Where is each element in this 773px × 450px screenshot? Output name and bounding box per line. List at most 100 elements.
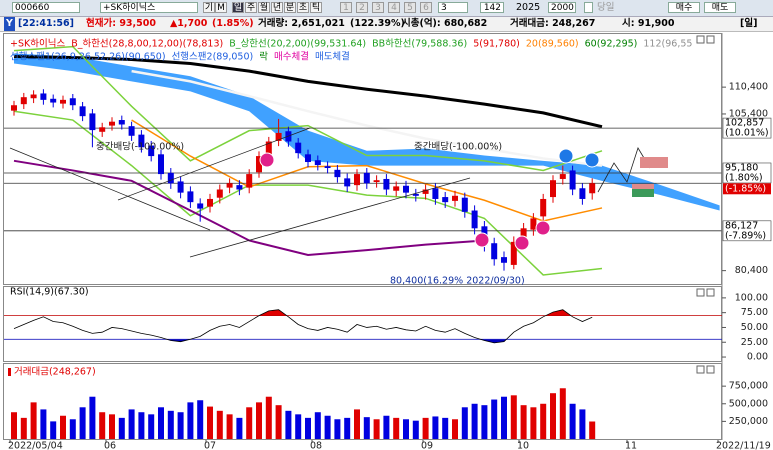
tool-button[interactable]: M: [215, 2, 227, 13]
time: [22:41:56]: [18, 18, 74, 29]
period-button[interactable]: 일: [232, 2, 244, 13]
legend-entry: 락: [259, 51, 268, 63]
volume-bar: [118, 417, 125, 439]
number-button[interactable]: 2: [356, 2, 368, 13]
price-marker-pct: (1.80%): [725, 172, 763, 183]
period-button[interactable]: 초: [297, 2, 309, 13]
volume-bar: [148, 414, 155, 439]
candle-body: [226, 183, 233, 188]
volume-bar: [40, 409, 47, 439]
candle-body: [256, 156, 262, 173]
tool-button[interactable]: 기: [203, 2, 215, 13]
price-marker-box: [722, 162, 772, 184]
volume-bar: [109, 414, 115, 439]
candle-body: [118, 120, 125, 125]
overlay-line: [131, 119, 603, 222]
volume-bar: [461, 407, 468, 439]
volume-pct: (122.39%): [350, 18, 405, 29]
candle-body: [11, 105, 17, 111]
rsi-plot: RSI(14,9)(67.30): [4, 287, 722, 344]
x-tick-label: 07: [204, 441, 216, 450]
legend-entry: +SK하이닉스: [10, 38, 65, 50]
number-button[interactable]: 3: [372, 2, 384, 13]
period-button[interactable]: 월: [258, 2, 270, 13]
number-select[interactable]: 3: [438, 2, 468, 13]
rsi-line: [13, 309, 593, 344]
panel-button[interactable]: [696, 35, 705, 44]
volume-legend: 거래대금(248,267): [14, 367, 96, 378]
zone-box: [632, 189, 654, 197]
volume-bar: [207, 406, 213, 439]
today-checkbox[interactable]: [584, 2, 593, 13]
panel-button[interactable]: [696, 288, 705, 297]
period[interactable]: [일]: [740, 18, 758, 29]
candle-body: [569, 170, 576, 190]
view-input[interactable]: 2000: [548, 2, 576, 13]
panel-button[interactable]: [706, 365, 715, 374]
candle-body: [207, 198, 213, 207]
stock-name[interactable]: +SK하이닉스: [100, 2, 198, 13]
volume-bar: [481, 405, 488, 439]
count-input[interactable]: 142: [480, 2, 504, 13]
candle-body: [344, 178, 351, 187]
volume-bar: [177, 412, 184, 439]
number-button[interactable]: 1: [340, 2, 352, 13]
annotation: 80,400(16.29% 2022/09/30): [390, 276, 525, 287]
number-button[interactable]: 4: [388, 2, 400, 13]
price-marker-pct: (-1.85%): [725, 183, 766, 194]
candle-body: [138, 134, 145, 148]
legend-entry: B_하한선(28,8,00,12,00)(78,813): [71, 38, 223, 50]
y-tick-label: 500,000: [729, 398, 768, 409]
candle-body: [530, 218, 537, 230]
sell-marker: [584, 152, 600, 168]
sell-button[interactable]: 매도: [704, 2, 736, 13]
price-marker-label: 102,857: [725, 118, 764, 129]
volume-bar: [354, 409, 360, 439]
legend-entry: BB하한선(79,588.36): [372, 38, 467, 50]
price-marker-box: [723, 183, 771, 195]
candle-body: [20, 97, 27, 105]
period-button[interactable]: 분: [284, 2, 296, 13]
volume-bar: [256, 402, 262, 439]
panel-button[interactable]: [696, 365, 705, 374]
candle-body: [442, 197, 449, 203]
toolbar: 000660 +SK하이닉스 기 M 일 주 월 년 분 초 틱 1 2 3 4…: [0, 0, 773, 17]
candle-body: [383, 178, 390, 190]
volume-bar: [79, 407, 86, 439]
volume-bar: [373, 419, 380, 439]
volume-bar: [471, 403, 478, 439]
panel-button[interactable]: [706, 288, 715, 297]
volume-bar: [491, 399, 498, 439]
period-button[interactable]: 주: [245, 2, 257, 13]
volume-bar: [20, 417, 27, 439]
panel-button[interactable]: [706, 35, 715, 44]
volume-bar: [334, 419, 341, 439]
candle-body: [363, 172, 370, 184]
volume-bar: [452, 419, 458, 439]
sell-markers: [558, 148, 600, 168]
candle-body: [550, 180, 556, 198]
volume-bar: [530, 407, 537, 439]
volume-bar: [128, 409, 135, 439]
number-button[interactable]: 6: [420, 2, 432, 13]
candle-body: [148, 145, 155, 157]
price-marker-box: [722, 117, 772, 139]
volume-bar: [275, 405, 282, 439]
mode[interactable]: Y: [4, 17, 15, 31]
period-button[interactable]: 틱: [310, 2, 322, 13]
buy-button[interactable]: 매수: [668, 2, 700, 13]
candle-body: [589, 183, 596, 194]
stock-code[interactable]: 000660: [12, 2, 80, 13]
volume-bar: [305, 417, 311, 439]
volume-bar: [60, 415, 66, 439]
period-button[interactable]: 년: [271, 2, 283, 13]
market-cap: 시총(억): 680,682: [402, 18, 488, 29]
x-tick-label: 11: [625, 441, 637, 450]
buy-markers: [259, 152, 551, 251]
number-button[interactable]: 5: [404, 2, 416, 13]
candle-body: [40, 93, 47, 100]
volume-bar: [187, 402, 194, 439]
change: ▲1,700: [170, 18, 208, 29]
volume-bar: [324, 415, 331, 439]
